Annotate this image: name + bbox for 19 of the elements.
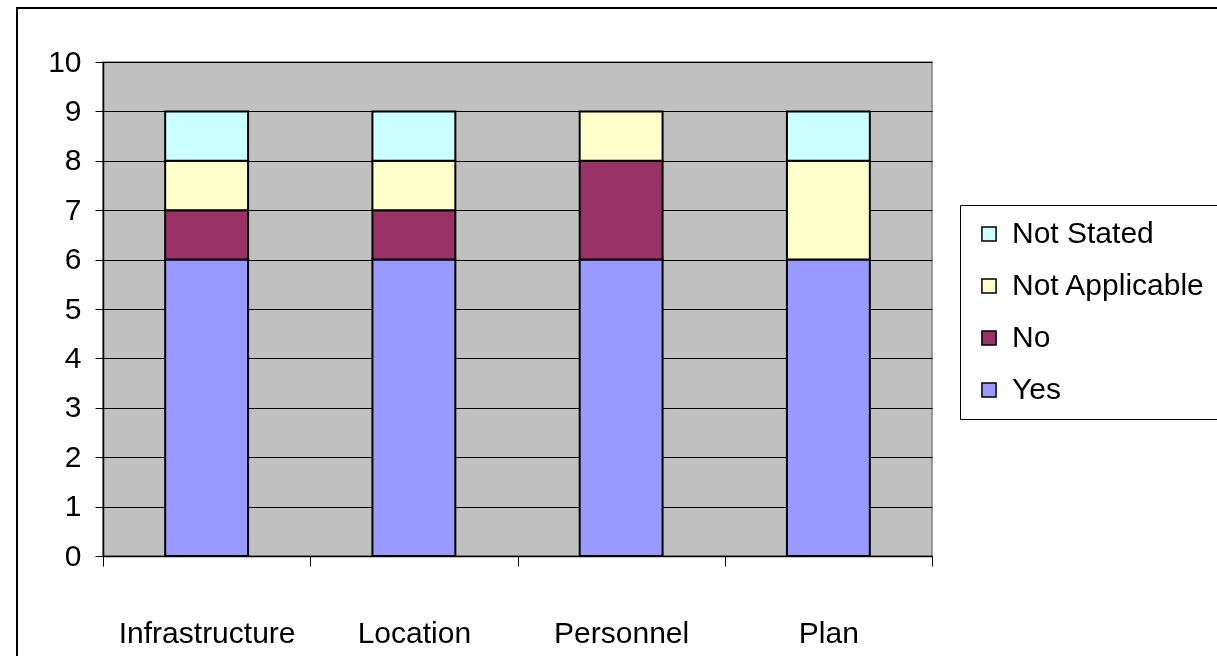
legend-label: No — [1012, 320, 1051, 353]
y-tick-label: 6 — [64, 242, 82, 276]
legend-label: Not Applicable — [1012, 268, 1204, 301]
legend-label: Not Stated — [1012, 216, 1154, 249]
y-tick-label: 0 — [64, 538, 82, 572]
x-tick-label: Infrastructure — [118, 615, 296, 649]
x-tick-label: Plan — [798, 615, 859, 649]
y-tick-label: 1 — [64, 489, 82, 523]
x-tick-label: Location — [357, 615, 472, 649]
y-tick-label: 3 — [64, 390, 82, 424]
y-tick-label: 2 — [64, 439, 82, 473]
y-tick-label: 4 — [64, 340, 82, 374]
y-tick-label: 5 — [64, 291, 82, 325]
y-tick-label: 9 — [64, 93, 82, 127]
y-tick-label: 10 — [48, 44, 82, 78]
legend-label: Yes — [1012, 372, 1061, 405]
y-tick-label: 8 — [64, 143, 82, 177]
x-tick-label: Personnel — [554, 615, 690, 649]
y-tick-label: 7 — [64, 192, 82, 226]
